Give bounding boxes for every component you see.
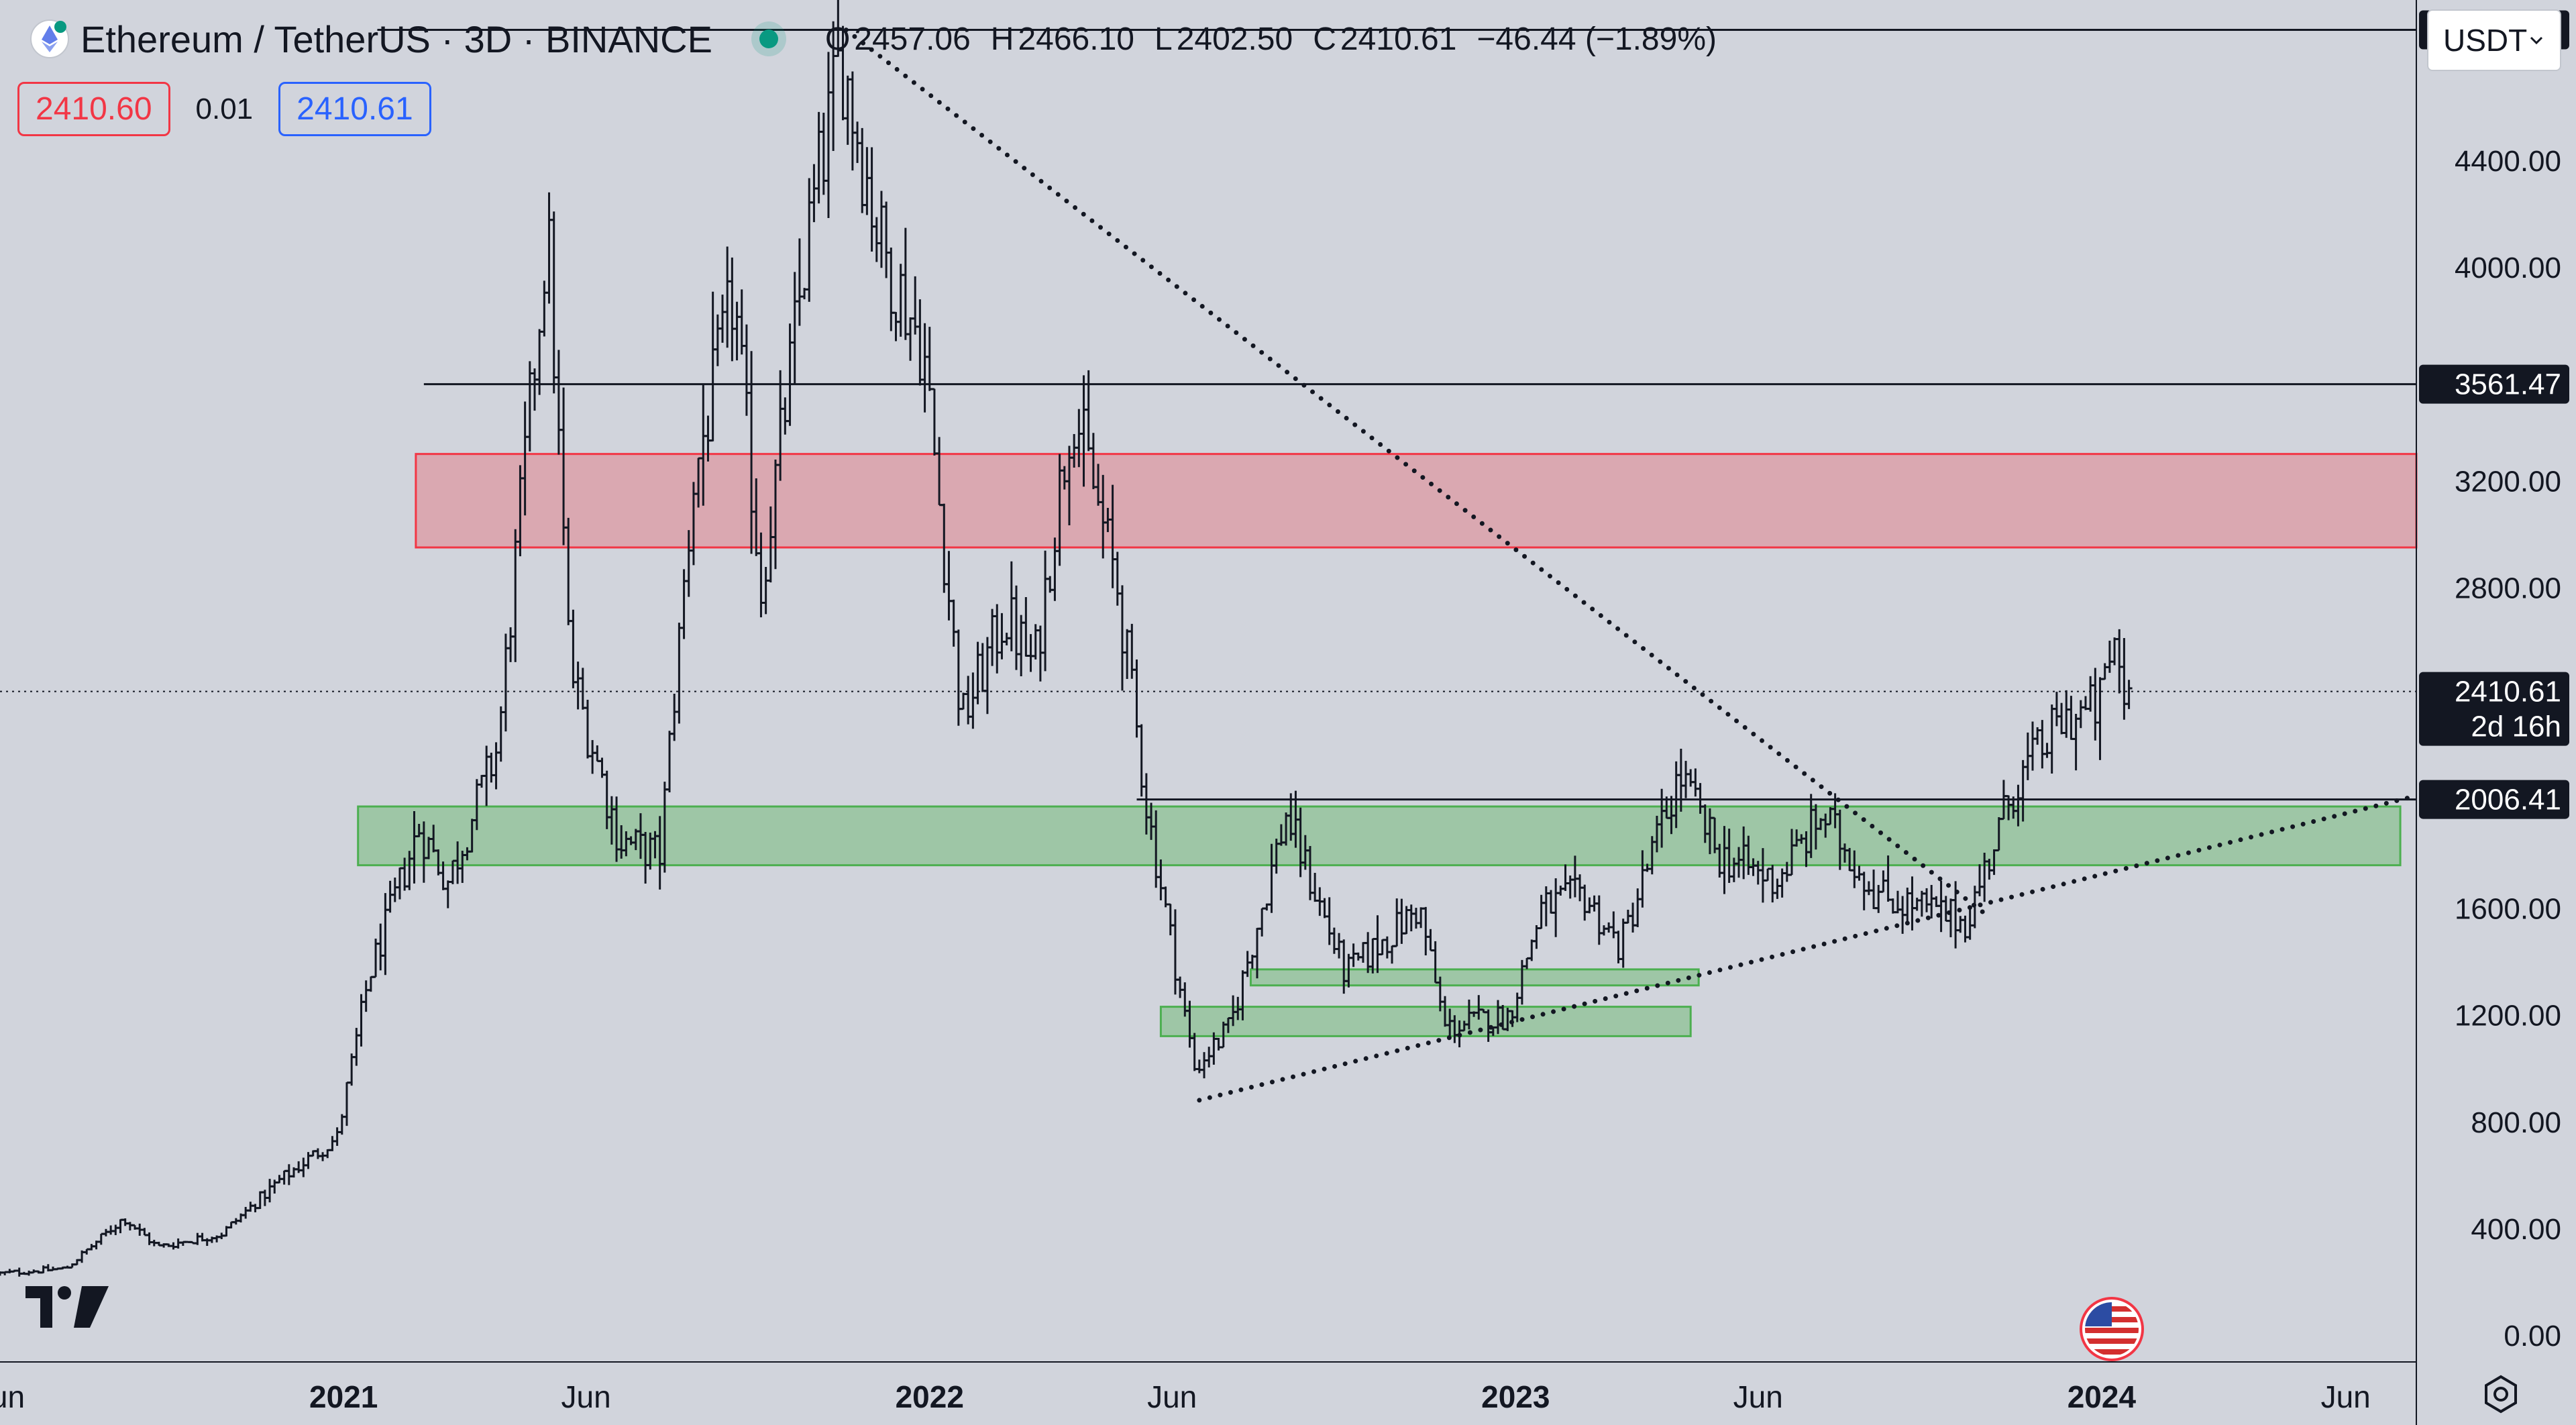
price-tick-label: 3200.00 <box>2455 465 2561 498</box>
chart-header: Ethereum / TetherUS · 3D · BINANCE O 2457… <box>30 15 1717 63</box>
time-tick-label: Jun <box>1147 1379 1197 1414</box>
currency-selector[interactable]: USDT <box>2427 9 2561 71</box>
sell-button[interactable]: 2410.60 <box>17 82 170 136</box>
ohlc-open: O 2457.06 <box>824 21 971 57</box>
horizontal-levels <box>0 28 2416 801</box>
us-flag-icon[interactable] <box>2080 1297 2144 1361</box>
resistance-zone-0[interactable] <box>415 453 2418 549</box>
price-tick-label: 4400.00 <box>2455 145 2561 178</box>
market-status-indicator <box>759 30 778 48</box>
ohlc-high: H 2466.10 <box>990 21 1134 57</box>
price-tick-label: 400.00 <box>2471 1213 2561 1246</box>
time-tick-label: Jun <box>0 1379 25 1414</box>
price-tick-label: 1200.00 <box>2455 1000 2561 1033</box>
svg-text:2d 16h: 2d 16h <box>2471 710 2561 743</box>
price-candles <box>0 0 2133 1277</box>
price-tick-label: 0.00 <box>2504 1320 2561 1353</box>
svg-text:2410.61: 2410.61 <box>2455 676 2561 708</box>
support-zone-1[interactable] <box>357 805 2402 867</box>
time-tick-label: Jun <box>561 1379 610 1414</box>
price-tick-label: 4000.00 <box>2455 252 2561 284</box>
ohlc-change: −46.44 (−1.89%) <box>1477 21 1717 57</box>
time-tick-label: 2023 <box>1481 1379 1550 1414</box>
svg-text:2006.41: 2006.41 <box>2455 784 2561 816</box>
level-price-label-1: 3561.47 <box>2419 364 2569 404</box>
support-zone-2[interactable] <box>1249 968 1700 987</box>
price-tick-label: 2800.00 <box>2455 572 2561 605</box>
trend-line-0[interactable] <box>843 28 1987 916</box>
candle-442 <box>2125 680 2133 709</box>
ohlc-values: O 2457.06 H 2466.10 L 2402.50 C 2410.61 −46.… <box>825 21 1717 58</box>
time-tick-label: Jun <box>1733 1379 1783 1414</box>
time-tick-label: 2022 <box>896 1379 964 1414</box>
ohlc-close: C 2410.61 <box>1313 21 1457 57</box>
ohlc-low: L 2402.50 <box>1154 21 1293 57</box>
gear-icon[interactable] <box>2481 1374 2521 1414</box>
time-tick-label: Jun <box>2321 1379 2371 1414</box>
tradingview-logo-icon[interactable] <box>25 1285 109 1330</box>
level-price-label-2: 2006.41 <box>2419 780 2569 819</box>
spread-value: 0.01 <box>195 92 254 125</box>
chevron-down-icon <box>2530 36 2543 45</box>
currency-value: USDT <box>2443 23 2528 58</box>
symbol-title[interactable]: Ethereum / TetherUS · 3D · BINANCE <box>80 17 712 60</box>
time-axis[interactable]: Jun 2021 Jun 2022 Jun 2023 Jun 2024 Jun <box>0 1379 2371 1414</box>
price-axis[interactable]: 0.00 400.00 800.00 1200.00 1600.00 2800.00 320… <box>2455 38 2561 1353</box>
buy-button[interactable]: 2410.61 <box>278 82 431 136</box>
support-zone-3[interactable] <box>1159 1006 1692 1037</box>
trend-lines <box>843 28 2419 1103</box>
svg-text:3561.47: 3561.47 <box>2455 368 2561 401</box>
price-tick-label: 1600.00 <box>2455 892 2561 925</box>
price-tick-label: 800.00 <box>2471 1106 2561 1139</box>
trade-panel: 2410.60 0.01 2410.61 <box>17 82 431 136</box>
time-tick-label: 2021 <box>309 1379 378 1414</box>
ethereum-icon <box>30 19 69 58</box>
time-tick-label: 2024 <box>2068 1379 2137 1414</box>
